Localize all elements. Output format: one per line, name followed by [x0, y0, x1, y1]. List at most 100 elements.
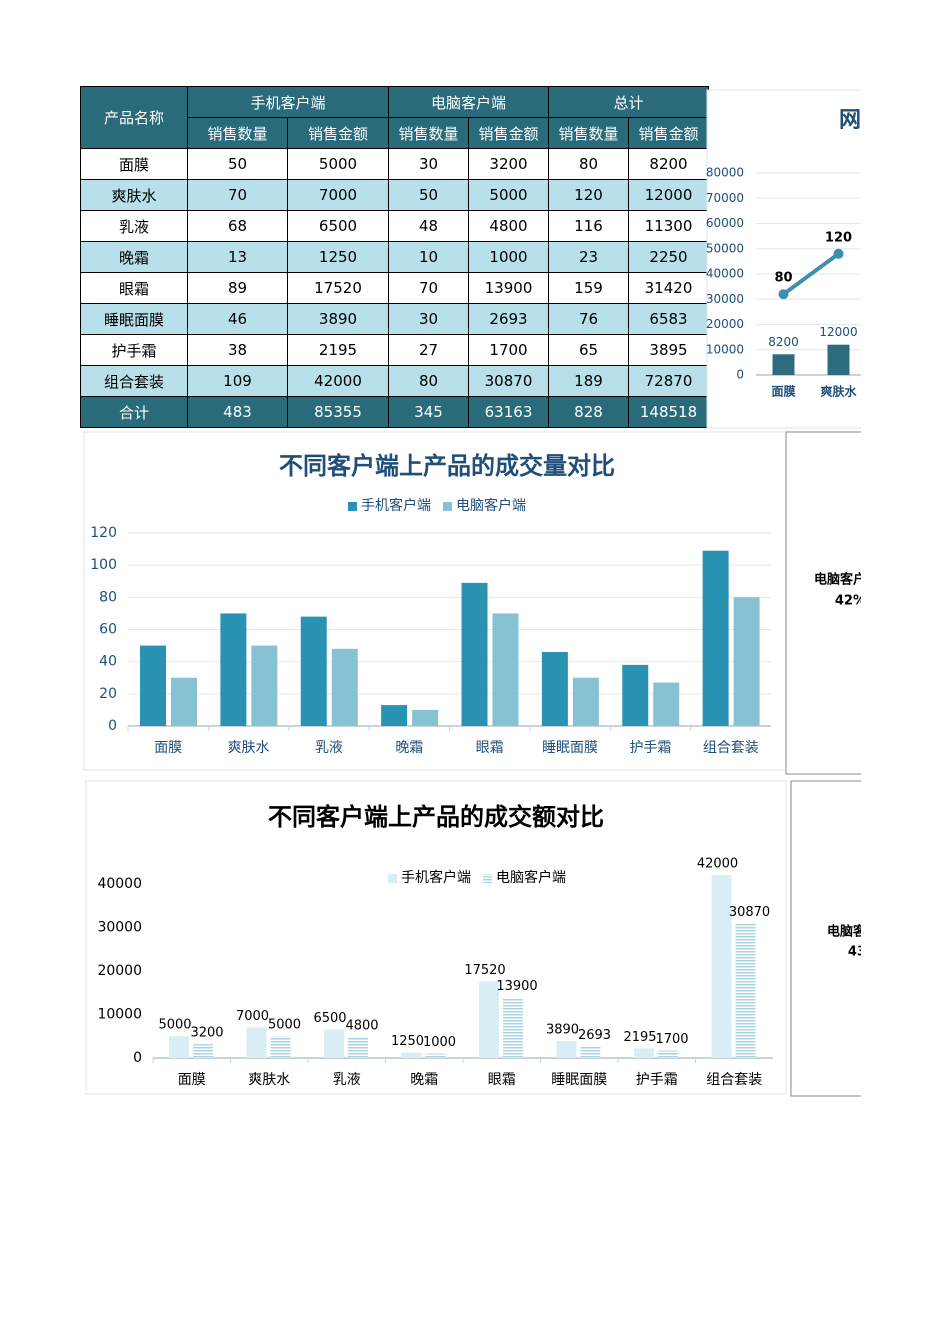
number-cell: 10 [388, 241, 469, 273]
bar [169, 1036, 189, 1058]
pie-value-label: 42% [835, 594, 861, 609]
data-label: 2195 [623, 1030, 656, 1045]
number-cell: 120 [548, 179, 629, 211]
bar [324, 1029, 344, 1058]
y-tick-label: 30000 [97, 919, 142, 935]
chart-frame [785, 431, 861, 775]
product-cell: 睡眠面膜 [80, 303, 188, 335]
y-tick-label: 20 [99, 686, 117, 702]
bar [658, 1050, 678, 1058]
data-label: 12000 [819, 325, 857, 339]
number-cell: 6583 [628, 303, 709, 335]
number-cell: 1250 [287, 241, 389, 273]
number-cell: 483 [187, 396, 288, 428]
number-cell: 189 [548, 365, 629, 397]
bar [171, 677, 197, 726]
line-series [782, 252, 840, 296]
x-tick-label: 乳液 [333, 1072, 361, 1088]
number-cell: 2195 [287, 334, 389, 366]
y-tick-label: 40000 [97, 876, 142, 892]
chart-frame [706, 89, 861, 429]
bar [541, 652, 568, 726]
bar [348, 1037, 368, 1058]
chart-frame [790, 780, 861, 1097]
data-label: 7000 [236, 1009, 269, 1024]
bar [711, 875, 732, 1058]
bar [270, 1036, 291, 1058]
chart-title: 网 [839, 108, 861, 133]
x-tick-label: 面膜 [154, 740, 182, 756]
pie-label: 电脑客 [827, 924, 861, 940]
subheader-cell: 销售金额 [628, 117, 709, 149]
number-cell: 2250 [628, 241, 709, 273]
legend-swatch [483, 874, 492, 883]
y-tick-label: 20000 [706, 317, 744, 331]
header-cell: 产品名称 [80, 86, 188, 149]
y-tick-label: 40000 [706, 267, 744, 281]
number-cell: 85355 [287, 396, 389, 428]
chart-title: 不同客户端上产品的成交量对比 [279, 452, 615, 480]
subheader-cell: 销售金额 [468, 117, 549, 149]
bar [193, 1044, 213, 1058]
x-tick-label: 护手霜 [636, 1072, 678, 1088]
legend-label: 电脑客户端 [456, 497, 526, 514]
product-cell: 合计 [80, 396, 188, 428]
number-cell: 27 [388, 334, 469, 366]
bar [300, 616, 327, 726]
data-label: 42000 [697, 857, 738, 872]
data-label: 1250 [391, 1034, 424, 1049]
x-tick-label: 晚霜 [410, 1072, 438, 1088]
bar [556, 1041, 577, 1058]
product-cell: 面膜 [80, 148, 188, 180]
legend-label: 电脑客户端 [496, 869, 566, 886]
bar [425, 1053, 446, 1058]
y-tick-label: 50000 [706, 241, 744, 255]
bar [140, 645, 166, 726]
data-label: 3200 [190, 1026, 223, 1041]
y-tick-label: 70000 [706, 191, 744, 205]
subheader-cell: 销售数量 [187, 117, 288, 149]
x-tick-label: 睡眠面膜 [551, 1072, 607, 1088]
data-label: 80 [774, 271, 792, 286]
x-tick-label: 乳液 [315, 740, 343, 756]
number-cell: 30 [388, 303, 469, 335]
bar [492, 613, 519, 726]
x-tick-label: 护手霜 [629, 740, 671, 756]
y-tick-label: 60 [99, 622, 117, 638]
bar [735, 923, 756, 1058]
legend-swatch [443, 502, 452, 511]
data-label: 5000 [268, 1018, 301, 1033]
table-row: 护手霜 38 2195 27 1700 65 3895 [80, 334, 709, 366]
number-cell: 5000 [468, 179, 549, 211]
table-row: 睡眠面膜 46 3890 30 2693 76 6583 [80, 303, 709, 335]
y-tick-label: 10000 [97, 1006, 142, 1022]
product-cell: 晚霜 [80, 241, 188, 273]
x-tick-label: 睡眠面膜 [542, 740, 598, 756]
number-cell: 148518 [628, 396, 709, 428]
bar [733, 597, 760, 726]
product-cell: 爽肤水 [80, 179, 188, 211]
number-cell: 70 [388, 272, 469, 304]
legend-swatch [348, 502, 357, 511]
legend-swatch [388, 874, 397, 883]
number-cell: 109 [187, 365, 288, 397]
x-tick-label: 爽肤水 [228, 740, 270, 756]
data-label: 2693 [578, 1028, 611, 1043]
x-tick-label: 爽肤水 [820, 384, 857, 399]
y-tick-label: 120 [90, 525, 117, 541]
line-point [833, 248, 844, 259]
table-row: 晚霜 13 1250 10 1000 23 2250 [80, 241, 709, 273]
data-label: 30870 [729, 905, 770, 920]
number-cell: 1700 [468, 334, 549, 366]
legend-label: 手机客户端 [361, 497, 431, 514]
pie-label: 电脑客户 [814, 572, 861, 588]
number-cell: 159 [548, 272, 629, 304]
number-cell: 76 [548, 303, 629, 335]
x-tick-label: 面膜 [178, 1072, 206, 1088]
bar [580, 1046, 601, 1058]
chart-title: 不同客户端上产品的成交额对比 [268, 803, 604, 831]
pie-value-label: 43 [848, 945, 861, 960]
subheader-cell: 销售数量 [388, 117, 469, 149]
x-tick-label: 眼霜 [488, 1072, 516, 1088]
number-cell: 116 [548, 210, 629, 242]
